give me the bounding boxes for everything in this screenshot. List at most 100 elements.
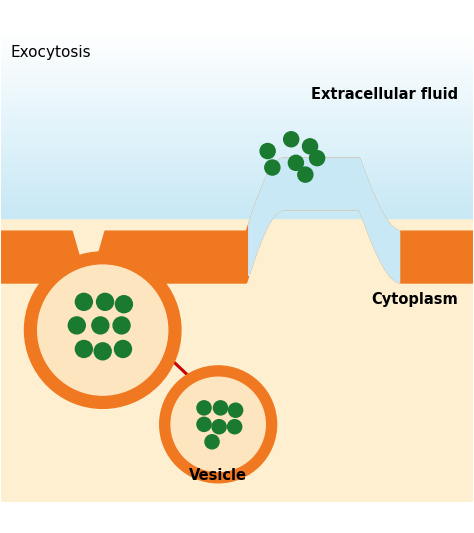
Text: Cytoplasm: Cytoplasm bbox=[372, 292, 458, 307]
Polygon shape bbox=[1, 117, 473, 120]
Polygon shape bbox=[1, 78, 473, 80]
Polygon shape bbox=[1, 134, 473, 136]
Circle shape bbox=[171, 377, 265, 472]
Polygon shape bbox=[1, 162, 473, 164]
Polygon shape bbox=[1, 63, 473, 66]
Polygon shape bbox=[1, 101, 473, 103]
Polygon shape bbox=[1, 214, 473, 216]
Circle shape bbox=[228, 419, 242, 434]
Polygon shape bbox=[1, 90, 473, 92]
Polygon shape bbox=[1, 188, 473, 190]
Polygon shape bbox=[1, 218, 473, 502]
Circle shape bbox=[92, 317, 109, 334]
Polygon shape bbox=[1, 150, 473, 152]
Polygon shape bbox=[1, 110, 473, 113]
Polygon shape bbox=[1, 195, 473, 197]
Polygon shape bbox=[1, 169, 473, 172]
Polygon shape bbox=[1, 199, 473, 202]
Circle shape bbox=[68, 317, 85, 334]
Circle shape bbox=[37, 265, 168, 395]
Circle shape bbox=[260, 143, 275, 159]
Polygon shape bbox=[1, 115, 473, 117]
Polygon shape bbox=[1, 75, 473, 78]
Polygon shape bbox=[1, 204, 473, 206]
Polygon shape bbox=[1, 122, 473, 125]
Polygon shape bbox=[1, 192, 473, 195]
Polygon shape bbox=[1, 129, 473, 132]
Polygon shape bbox=[1, 176, 473, 179]
Polygon shape bbox=[1, 68, 473, 71]
Circle shape bbox=[75, 293, 92, 310]
Polygon shape bbox=[1, 59, 473, 61]
Polygon shape bbox=[1, 160, 473, 162]
Polygon shape bbox=[1, 80, 473, 83]
Polygon shape bbox=[1, 96, 473, 99]
Polygon shape bbox=[1, 94, 473, 96]
Polygon shape bbox=[1, 185, 473, 188]
Circle shape bbox=[94, 343, 111, 360]
Text: Extracellular fluid: Extracellular fluid bbox=[311, 87, 458, 102]
Polygon shape bbox=[1, 174, 473, 176]
Circle shape bbox=[298, 167, 313, 182]
Polygon shape bbox=[1, 202, 473, 204]
Circle shape bbox=[288, 155, 303, 171]
Polygon shape bbox=[1, 172, 473, 174]
Polygon shape bbox=[1, 83, 473, 85]
Polygon shape bbox=[1, 45, 473, 47]
Circle shape bbox=[302, 139, 318, 154]
Polygon shape bbox=[1, 85, 473, 87]
Polygon shape bbox=[1, 61, 473, 63]
Circle shape bbox=[283, 132, 299, 147]
Polygon shape bbox=[1, 167, 473, 169]
Text: Exocytosis: Exocytosis bbox=[11, 45, 91, 60]
Polygon shape bbox=[1, 73, 473, 75]
Polygon shape bbox=[1, 103, 473, 106]
Circle shape bbox=[115, 341, 131, 358]
Circle shape bbox=[113, 317, 130, 334]
Polygon shape bbox=[1, 164, 473, 167]
Circle shape bbox=[197, 417, 211, 431]
Polygon shape bbox=[1, 66, 473, 68]
Polygon shape bbox=[1, 106, 473, 108]
Polygon shape bbox=[1, 127, 473, 129]
Polygon shape bbox=[1, 108, 473, 110]
Polygon shape bbox=[1, 146, 473, 148]
Polygon shape bbox=[1, 181, 473, 183]
Polygon shape bbox=[1, 125, 473, 127]
Circle shape bbox=[197, 401, 211, 415]
Polygon shape bbox=[1, 141, 473, 143]
Text: Vesicle: Vesicle bbox=[189, 469, 247, 483]
Polygon shape bbox=[1, 113, 473, 115]
Polygon shape bbox=[1, 152, 473, 155]
Polygon shape bbox=[1, 99, 473, 101]
Polygon shape bbox=[1, 41, 473, 43]
Polygon shape bbox=[1, 92, 473, 94]
Circle shape bbox=[228, 403, 243, 417]
Polygon shape bbox=[1, 206, 473, 209]
Polygon shape bbox=[1, 216, 473, 218]
Polygon shape bbox=[1, 190, 473, 192]
Polygon shape bbox=[1, 139, 473, 141]
Polygon shape bbox=[1, 183, 473, 185]
Circle shape bbox=[205, 435, 219, 449]
Polygon shape bbox=[1, 211, 473, 214]
Polygon shape bbox=[1, 209, 473, 211]
Circle shape bbox=[212, 419, 226, 434]
Circle shape bbox=[97, 293, 114, 310]
Polygon shape bbox=[1, 54, 473, 56]
Circle shape bbox=[265, 160, 280, 175]
Polygon shape bbox=[1, 179, 473, 181]
Polygon shape bbox=[1, 47, 473, 50]
Circle shape bbox=[75, 341, 92, 358]
Circle shape bbox=[160, 366, 277, 483]
Polygon shape bbox=[1, 50, 473, 52]
Circle shape bbox=[213, 401, 228, 415]
Polygon shape bbox=[1, 87, 473, 90]
Polygon shape bbox=[1, 43, 473, 45]
Polygon shape bbox=[1, 120, 473, 122]
Polygon shape bbox=[1, 158, 473, 360]
Circle shape bbox=[116, 296, 132, 313]
Polygon shape bbox=[1, 197, 473, 199]
Polygon shape bbox=[1, 143, 473, 146]
Polygon shape bbox=[1, 71, 473, 73]
